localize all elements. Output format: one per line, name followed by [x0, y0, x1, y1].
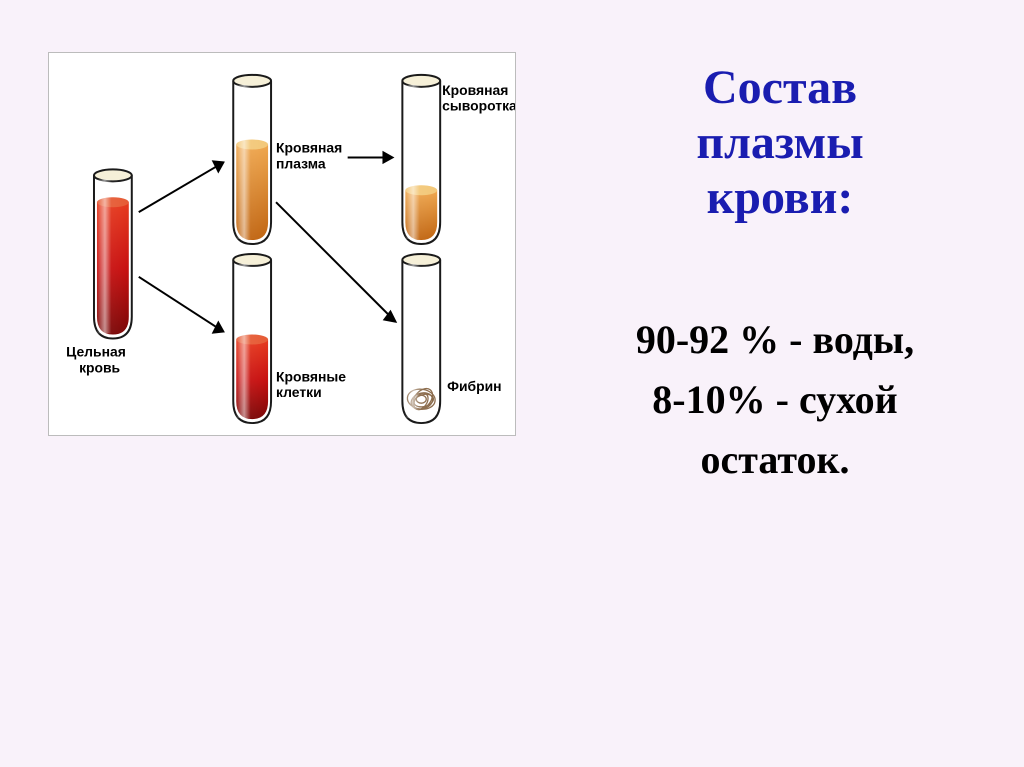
label-serum-1: Кровяная — [442, 82, 508, 98]
fact-line-2: 8-10% - сухой — [540, 370, 1010, 430]
fact-line-3: остаток. — [540, 430, 1010, 490]
tube-whole-blood — [94, 169, 132, 338]
tube-cells — [233, 254, 271, 423]
tube-plasma — [233, 75, 271, 244]
title-line-2: плазмы — [570, 115, 990, 170]
label-whole-blood-2: кровь — [79, 359, 120, 375]
label-whole-blood-1: Цельная — [66, 343, 126, 359]
label-serum-2: сыворотка — [442, 98, 515, 114]
title-line-1: Состав — [570, 60, 990, 115]
title-block: Состав плазмы крови: — [570, 60, 990, 226]
label-fibrin: Фибрин — [447, 378, 501, 394]
facts-block: 90-92 % - воды, 8-10% - сухой остаток. — [540, 310, 1010, 490]
label-cells-1: Кровяные — [276, 368, 346, 384]
fact-line-1: 90-92 % - воды, — [540, 310, 1010, 370]
label-plasma-1: Кровяная — [276, 139, 342, 155]
label-plasma-2: плазма — [276, 155, 326, 171]
label-cells-2: клетки — [276, 384, 322, 400]
diagram-panel: Цельная кровь Кровяная плазма Кровяная с… — [48, 52, 516, 436]
tube-serum — [402, 75, 440, 244]
tube-fibrin — [402, 254, 440, 423]
diagram-svg: Цельная кровь Кровяная плазма Кровяная с… — [49, 53, 515, 435]
title-line-3: крови: — [570, 170, 990, 225]
